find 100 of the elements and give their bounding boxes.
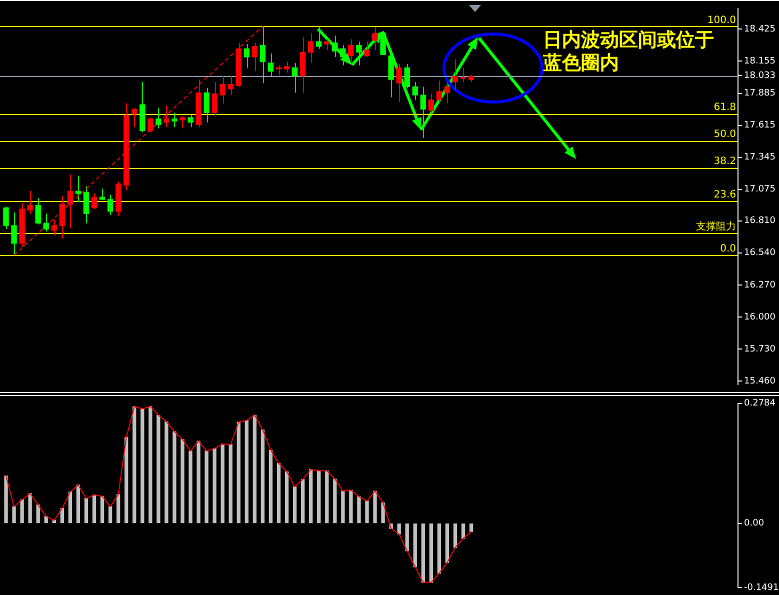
bar (437, 524, 442, 574)
candlestick (268, 52, 274, 77)
candlestick (164, 105, 170, 128)
candlestick (316, 26, 322, 50)
y-tick-label: 15.460 (744, 376, 776, 386)
y-tick-label: 16.810 (744, 216, 776, 226)
candlestick (404, 64, 410, 88)
bar (244, 420, 248, 524)
bar (180, 439, 184, 524)
annotation: 100.0 (707, 14, 736, 26)
y-tick-label: 17.615 (744, 120, 776, 131)
y-tick-label: 17.885 (744, 88, 776, 99)
candlestick (83, 186, 90, 224)
bar (429, 524, 433, 583)
bar (300, 479, 305, 524)
candlestick (180, 116, 186, 129)
bar (164, 421, 168, 524)
bar (461, 524, 466, 539)
candlestick (99, 188, 106, 200)
y-tick-label: 18.033 (744, 71, 776, 82)
candlestick (35, 198, 41, 225)
y-tick-label: 16.270 (744, 280, 776, 290)
bar (341, 490, 345, 524)
bar (156, 414, 160, 524)
candlestick (3, 206, 9, 230)
bar (76, 484, 80, 524)
candlestick (156, 108, 162, 129)
bar (325, 470, 329, 524)
candlestick (412, 81, 418, 100)
bar (469, 524, 474, 532)
bar (204, 450, 208, 524)
candlestick (27, 190, 33, 214)
bar (228, 444, 232, 524)
bar (148, 406, 152, 524)
y-tick-label: 16.000 (744, 312, 776, 322)
bar (333, 478, 337, 524)
bar (28, 493, 32, 524)
candlestick (43, 213, 49, 232)
bar (68, 492, 72, 524)
candlestick (107, 194, 114, 216)
bar (220, 444, 224, 524)
bar (309, 469, 313, 524)
bar (196, 440, 200, 524)
candlestick (452, 58, 458, 91)
candlestick (11, 212, 17, 256)
bar (373, 490, 377, 524)
candlestick (276, 64, 282, 76)
candlestick (228, 76, 234, 96)
bar (252, 414, 257, 524)
y-tick-label: 17.075 (744, 184, 776, 195)
bar (276, 463, 281, 524)
bar (397, 524, 401, 534)
bar (284, 471, 289, 524)
bar (92, 494, 96, 524)
candlestick (420, 86, 426, 138)
y-tick-label: 18.155 (744, 56, 776, 67)
candlestick (340, 44, 346, 66)
candlestick (51, 219, 57, 236)
bar (357, 496, 361, 524)
bar (132, 406, 136, 524)
y-tick-label: -0.1491 (744, 582, 779, 593)
y-tick-label: 17.345 (744, 152, 776, 163)
annotation: 23.6 (714, 189, 736, 200)
candlestick (212, 81, 218, 116)
bar (365, 500, 369, 524)
bar (212, 448, 216, 524)
bar (172, 431, 176, 524)
candlestick (59, 195, 65, 240)
candlestick (444, 81, 450, 104)
candlestick (284, 61, 290, 73)
bar (4, 476, 8, 524)
candlestick (75, 175, 82, 202)
annotation: 0.0 (720, 243, 736, 254)
bar (292, 486, 297, 524)
bar (349, 490, 353, 524)
candlestick (252, 42, 258, 72)
y-tick-label: 0.00 (744, 518, 764, 529)
bar (116, 494, 120, 524)
candlestick (308, 32, 314, 64)
candlestick (204, 87, 210, 123)
annotation: 支撑阻力 (696, 220, 736, 232)
candlestick (132, 108, 138, 128)
bar (100, 496, 104, 524)
candlestick (436, 80, 442, 104)
bar (260, 430, 265, 524)
y-tick-label: 18.425 (744, 24, 776, 35)
bar (413, 524, 417, 568)
bar (188, 450, 192, 524)
candlestick (396, 64, 402, 103)
candlestick (372, 26, 378, 50)
bar (12, 506, 16, 524)
candlestick (91, 193, 98, 210)
candlestick (260, 26, 266, 84)
candlestick (356, 41, 362, 66)
candlestick (324, 38, 330, 50)
annotation: 50.0 (714, 129, 736, 140)
bar (453, 524, 458, 548)
candlestick (244, 44, 250, 68)
candlestick (172, 112, 178, 128)
candlestick (364, 41, 370, 58)
